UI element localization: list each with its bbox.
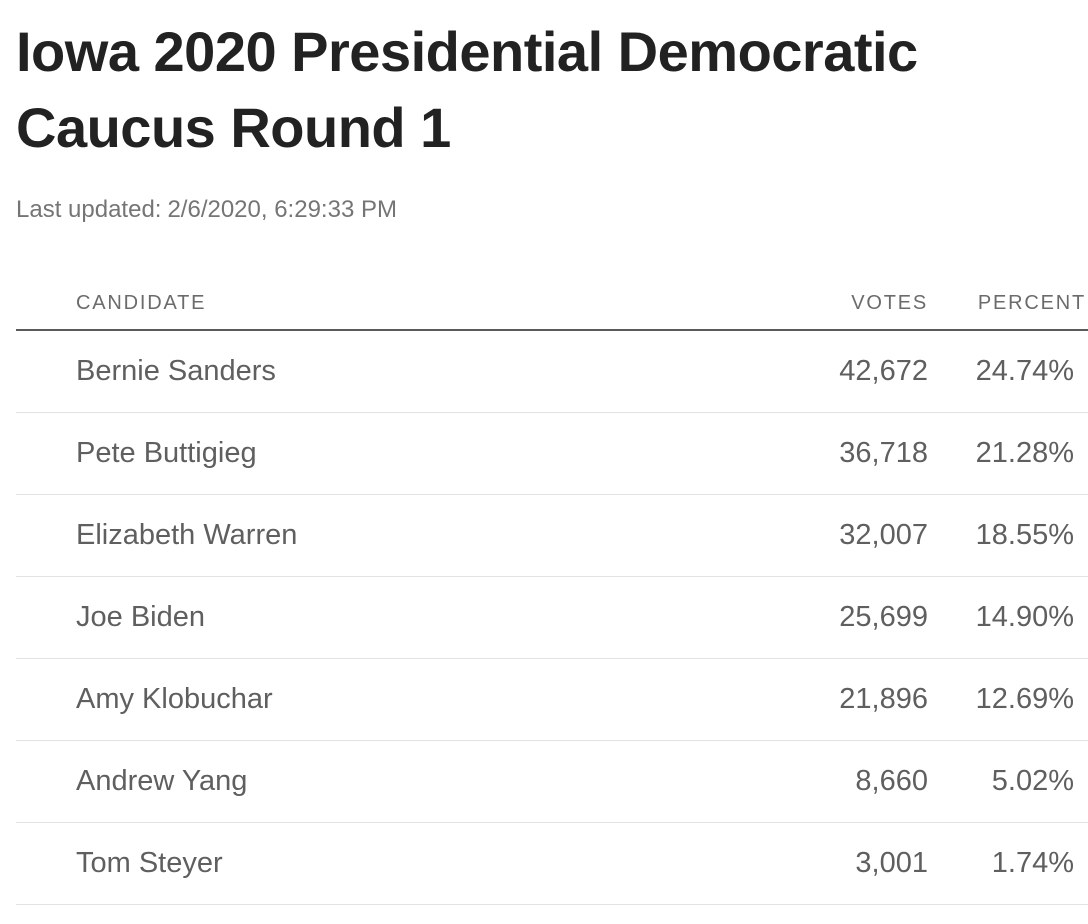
candidate-percent: 14.90% xyxy=(975,601,1074,633)
column-header-percent: PERCENT xyxy=(977,292,1086,314)
candidate-votes: 36,718 xyxy=(839,437,928,469)
last-updated-label: Last updated: xyxy=(16,196,162,223)
table-row: Bernie Sanders 42,672 24.74% xyxy=(16,331,1088,413)
candidate-votes: 25,699 xyxy=(839,601,928,633)
candidate-votes: 21,896 xyxy=(839,683,928,715)
table-row: Andrew Yang 8,660 5.02% xyxy=(16,741,1088,823)
last-updated-value: 2/6/2020, 6:29:33 PM xyxy=(167,196,397,223)
candidate-name: Tom Steyer xyxy=(76,847,223,879)
candidate-name: Elizabeth Warren xyxy=(76,519,298,551)
candidate-name: Amy Klobuchar xyxy=(76,683,273,715)
candidate-votes: 42,672 xyxy=(839,355,928,387)
candidate-name: Joe Biden xyxy=(76,601,205,633)
candidate-percent: 5.02% xyxy=(991,765,1074,797)
candidate-name: Bernie Sanders xyxy=(76,355,276,387)
table-row: Pete Buttigieg 36,718 21.28% xyxy=(16,413,1088,495)
candidate-name: Andrew Yang xyxy=(76,765,248,797)
results-page: Iowa 2020 Presidential Democratic Caucus… xyxy=(16,0,1088,905)
results-table: CANDIDATE VOTES PERCENT Bernie Sanders 4… xyxy=(16,280,1088,905)
table-row: Amy Klobuchar 21,896 12.69% xyxy=(16,659,1088,741)
candidate-percent: 24.74% xyxy=(975,355,1074,387)
column-header-votes: VOTES xyxy=(851,292,928,314)
table-row: Joe Biden 25,699 14.90% xyxy=(16,577,1088,659)
candidate-percent: 21.28% xyxy=(975,437,1074,469)
candidate-name: Pete Buttigieg xyxy=(76,437,257,469)
table-header: CANDIDATE VOTES PERCENT xyxy=(16,280,1088,331)
candidate-votes: 32,007 xyxy=(839,519,928,551)
candidate-percent: 18.55% xyxy=(975,519,1074,551)
last-updated: Last updated: 2/6/2020, 6:29:33 PM xyxy=(16,194,1088,226)
table-row: Elizabeth Warren 32,007 18.55% xyxy=(16,495,1088,577)
page-title: Iowa 2020 Presidential Democratic Caucus… xyxy=(16,20,918,159)
candidate-votes: 8,660 xyxy=(855,765,928,797)
candidate-percent: 12.69% xyxy=(975,683,1074,715)
column-header-candidate: CANDIDATE xyxy=(76,292,207,314)
candidate-percent: 1.74% xyxy=(991,847,1074,879)
table-row: Tom Steyer 3,001 1.74% xyxy=(16,823,1088,905)
candidate-votes: 3,001 xyxy=(855,847,928,879)
